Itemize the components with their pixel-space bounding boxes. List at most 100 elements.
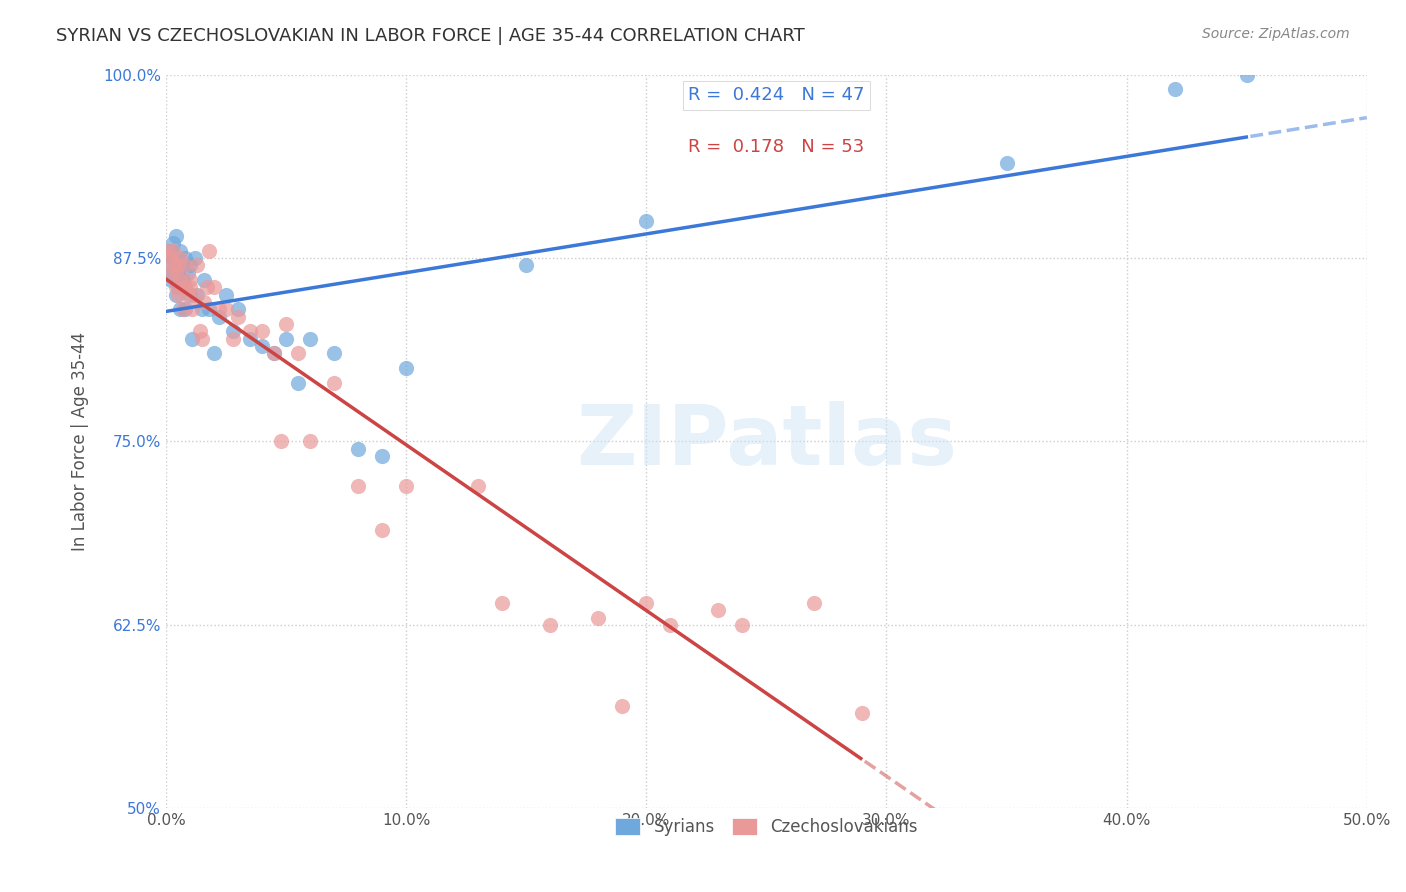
- Syrians: [157, 258, 180, 272]
- Czechoslovakians: [491, 596, 513, 610]
- Text: R =  0.178   N = 53: R = 0.178 N = 53: [689, 137, 865, 155]
- Syrians: [174, 280, 197, 294]
- Syrians: [179, 258, 201, 272]
- Czechoslovakians: [274, 317, 297, 331]
- Syrians: [287, 376, 309, 390]
- Czechoslovakians: [172, 280, 194, 294]
- Syrians: [172, 258, 194, 272]
- Czechoslovakians: [851, 706, 873, 720]
- Text: R =  0.424   N = 47: R = 0.424 N = 47: [689, 87, 865, 104]
- Syrians: [186, 287, 208, 301]
- Legend: Syrians, Czechoslovakians: Syrians, Czechoslovakians: [607, 809, 925, 844]
- Czechoslovakians: [169, 273, 191, 287]
- Czechoslovakians: [188, 325, 211, 339]
- Syrians: [176, 266, 198, 280]
- Syrians: [208, 310, 231, 324]
- Syrians: [193, 273, 215, 287]
- Czechoslovakians: [162, 258, 184, 272]
- Text: SYRIAN VS CZECHOSLOVAKIAN IN LABOR FORCE | AGE 35-44 CORRELATION CHART: SYRIAN VS CZECHOSLOVAKIAN IN LABOR FORCE…: [56, 27, 806, 45]
- Syrians: [162, 251, 184, 265]
- Syrians: [299, 332, 322, 346]
- Czechoslovakians: [167, 287, 190, 301]
- Czechoslovakians: [159, 251, 181, 265]
- Czechoslovakians: [323, 376, 346, 390]
- Syrians: [184, 251, 207, 265]
- Czechoslovakians: [191, 332, 214, 346]
- Czechoslovakians: [198, 244, 221, 258]
- Czechoslovakians: [159, 266, 181, 280]
- Czechoslovakians: [299, 434, 322, 449]
- Czechoslovakians: [179, 280, 201, 294]
- Czechoslovakians: [215, 302, 238, 317]
- Syrians: [174, 251, 197, 265]
- Text: Source: ZipAtlas.com: Source: ZipAtlas.com: [1202, 27, 1350, 41]
- Syrians: [1163, 82, 1185, 96]
- Czechoslovakians: [208, 302, 231, 317]
- Syrians: [169, 302, 191, 317]
- Syrians: [1236, 68, 1258, 82]
- Syrians: [162, 266, 184, 280]
- Syrians: [226, 302, 249, 317]
- Czechoslovakians: [195, 280, 218, 294]
- Syrians: [172, 273, 194, 287]
- Syrians: [169, 244, 191, 258]
- Czechoslovakians: [226, 310, 249, 324]
- Syrians: [515, 258, 537, 272]
- Czechoslovakians: [176, 287, 198, 301]
- Czechoslovakians: [467, 478, 489, 492]
- Czechoslovakians: [179, 273, 201, 287]
- Czechoslovakians: [707, 603, 730, 617]
- Syrians: [165, 287, 187, 301]
- Czechoslovakians: [263, 346, 285, 360]
- Czechoslovakians: [181, 302, 204, 317]
- Syrians: [263, 346, 285, 360]
- Syrians: [167, 258, 190, 272]
- Czechoslovakians: [165, 266, 187, 280]
- Syrians: [395, 361, 418, 376]
- Czechoslovakians: [202, 280, 225, 294]
- Syrians: [995, 155, 1018, 169]
- Czechoslovakians: [174, 258, 197, 272]
- Syrians: [174, 302, 197, 317]
- Czechoslovakians: [167, 258, 190, 272]
- Czechoslovakians: [169, 251, 191, 265]
- Czechoslovakians: [371, 523, 394, 537]
- Czechoslovakians: [186, 258, 208, 272]
- Syrians: [159, 244, 181, 258]
- Syrians: [202, 346, 225, 360]
- Czechoslovakians: [250, 325, 273, 339]
- Syrians: [222, 325, 245, 339]
- Czechoslovakians: [193, 295, 215, 310]
- Czechoslovakians: [659, 618, 682, 632]
- Czechoslovakians: [174, 280, 197, 294]
- Czechoslovakians: [184, 287, 207, 301]
- Czechoslovakians: [172, 302, 194, 317]
- Czechoslovakians: [270, 434, 292, 449]
- Syrians: [167, 280, 190, 294]
- Czechoslovakians: [239, 325, 262, 339]
- Syrians: [215, 287, 238, 301]
- Czechoslovakians: [287, 346, 309, 360]
- Czechoslovakians: [395, 478, 418, 492]
- Syrians: [159, 273, 181, 287]
- Czechoslovakians: [588, 610, 610, 624]
- Syrians: [162, 236, 184, 251]
- Czechoslovakians: [222, 332, 245, 346]
- Czechoslovakians: [803, 596, 825, 610]
- Czechoslovakians: [162, 244, 184, 258]
- Czechoslovakians: [636, 596, 658, 610]
- Czechoslovakians: [165, 280, 187, 294]
- Syrians: [198, 302, 221, 317]
- Syrians: [250, 339, 273, 353]
- Czechoslovakians: [347, 478, 370, 492]
- Czechoslovakians: [731, 618, 754, 632]
- Y-axis label: In Labor Force | Age 35-44: In Labor Force | Age 35-44: [72, 332, 89, 551]
- Syrians: [179, 287, 201, 301]
- Syrians: [167, 273, 190, 287]
- Syrians: [636, 214, 658, 228]
- Syrians: [274, 332, 297, 346]
- Czechoslovakians: [538, 618, 561, 632]
- Syrians: [347, 442, 370, 456]
- Syrians: [371, 449, 394, 463]
- Text: ZIPatlas: ZIPatlas: [576, 401, 957, 482]
